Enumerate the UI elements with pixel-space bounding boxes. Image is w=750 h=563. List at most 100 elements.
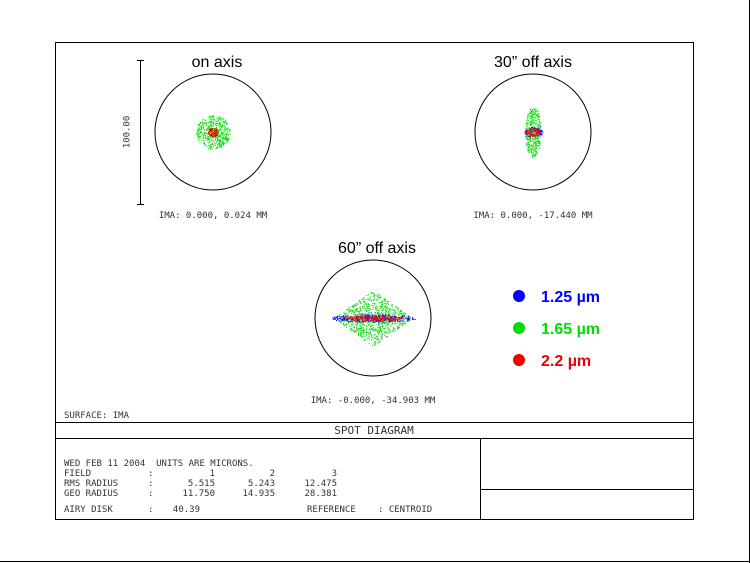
spot [361,318,362,320]
spot [379,297,381,299]
spot [210,129,212,131]
spot [226,134,228,136]
spot [537,142,539,144]
spot [380,317,381,319]
spot [209,122,211,123]
spot [398,320,400,322]
spot [385,311,387,312]
spot [382,314,384,316]
spot [371,345,373,347]
spot [364,320,366,322]
spot [221,146,223,148]
spot [204,128,205,130]
spot [336,320,337,321]
spot [356,302,358,304]
spot [530,122,532,124]
spot [529,112,531,114]
spot [529,122,531,124]
spot [365,302,367,304]
spot [367,319,369,321]
spot [385,316,387,318]
spot [380,337,382,339]
spot [396,323,398,325]
spot [202,139,204,141]
spot [359,301,361,303]
spot [384,314,386,316]
spot [527,150,529,152]
spot [213,120,215,122]
spot [358,320,360,322]
spot [387,307,389,309]
spot [394,316,396,318]
spot [366,331,368,333]
spot [539,121,541,123]
spot [377,311,379,313]
spot [339,316,341,318]
spot [221,136,223,138]
spot [393,319,395,320]
spot [531,119,533,121]
spot [534,117,536,119]
spot [219,135,221,137]
spot [211,132,213,134]
spot [208,133,210,135]
spot [534,119,536,121]
spot [534,138,536,140]
spot [398,327,399,329]
spot [373,293,375,295]
spot [222,140,224,142]
spot [209,116,211,118]
spot [382,320,384,322]
spot [391,317,393,319]
spot [225,128,226,130]
legend-label: 1.25 µm [541,289,600,306]
spot [526,120,528,122]
spot [197,128,199,130]
spot [381,305,383,307]
spot [210,148,211,150]
spot [393,319,395,321]
spot [334,318,336,320]
spot [352,322,354,324]
spot [374,329,376,331]
spot [216,125,218,126]
spot [527,120,529,122]
spot [359,316,361,318]
spot [375,318,377,320]
spot [366,295,368,296]
spot [367,332,369,333]
spot [389,321,391,323]
spot [386,317,388,319]
spot [373,302,375,304]
spot [216,135,218,137]
spot [537,118,539,120]
spot [353,319,355,321]
spot [365,329,367,330]
spot [535,131,537,133]
spot [398,326,400,328]
spot [401,315,403,317]
spot [211,133,213,135]
spot [528,144,530,145]
spot [409,319,411,321]
spot [531,128,533,130]
spot [534,134,536,136]
frame [55,42,694,520]
spot [223,141,224,143]
spot [345,319,347,321]
spot [390,318,392,320]
spot [223,121,225,123]
spot [524,132,526,134]
spot [353,305,355,307]
spot [358,322,360,324]
spot [352,305,354,307]
spot [217,120,219,122]
spot [215,132,216,134]
spot [209,126,211,128]
spot [356,325,358,327]
spot [364,310,366,312]
spot [529,148,531,150]
spot [222,143,224,145]
spot [374,317,376,319]
spot [197,129,199,131]
